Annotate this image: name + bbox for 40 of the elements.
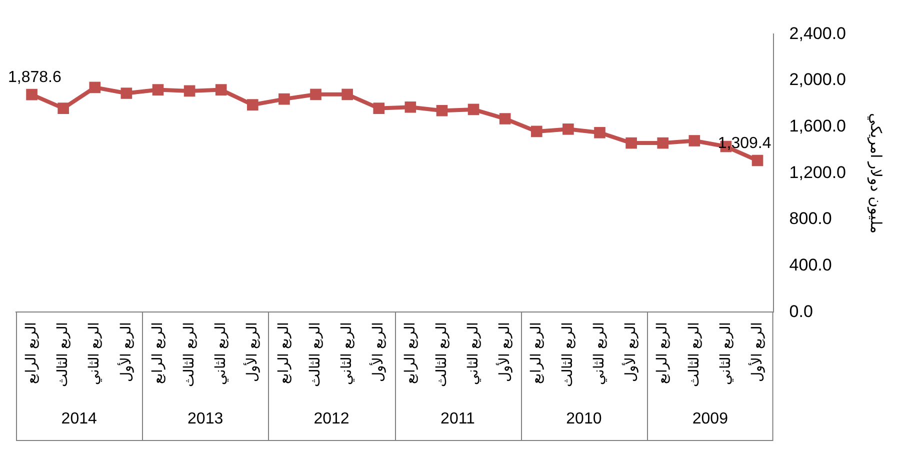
y-tick-label: 0.0: [789, 302, 813, 321]
x-tick-label: الربع الثالث: [685, 322, 702, 387]
text: 2012: [314, 410, 350, 428]
x-tick-label: الربع الثالث: [432, 322, 450, 387]
x-tick-label: الربع الأول: [747, 322, 766, 382]
x-tick-label: الربع الثالث: [54, 322, 72, 387]
x-tick-label: الربع الأول: [621, 322, 640, 382]
x-tick-label: الربع الرابع: [22, 322, 40, 384]
data-label: 1,309.4: [718, 134, 772, 152]
x-tick-label: الربع الرابع: [275, 322, 292, 384]
x-tick-label: الربع الأول: [494, 322, 513, 382]
y-axis-title: مليون دولار امريكي: [866, 112, 884, 234]
y-tick-label: 800.0: [789, 209, 832, 228]
y-tick-label: 2,400.0: [789, 24, 846, 43]
text: 2010: [566, 410, 602, 428]
x-tick-label: الربع الأول: [368, 322, 387, 382]
text: 2011: [440, 410, 476, 428]
x-tick-label: الربع الثالث: [559, 322, 576, 387]
data-label: 1,878.6: [8, 68, 62, 86]
x-tick-label: الربع الثاني: [86, 322, 103, 385]
x-tick-label: الربع الثالث: [180, 322, 198, 387]
x-tick-label: الربع الرابع: [527, 322, 544, 384]
y-tick-label: 1,200.0: [789, 162, 846, 182]
x-tick-label: الربع الأول: [242, 322, 261, 382]
y-tick-label: 2,000.0: [789, 70, 846, 90]
x-tick-label: الربع الثاني: [212, 322, 229, 385]
x-tick-label: الربع الثاني: [590, 322, 608, 385]
text: 2014: [61, 410, 98, 428]
y-tick-label: 1,600.0: [789, 116, 846, 136]
x-tick-label: الربع الرابع: [401, 322, 418, 384]
x-tick-label: الربع الأول: [116, 322, 134, 382]
text: 2013: [188, 410, 224, 428]
x-tick-label: الربع الرابع: [148, 322, 166, 384]
x-tick-label: الربع الرابع: [654, 322, 671, 384]
x-tick-label: الربع الثاني: [464, 322, 482, 385]
x-tick-label: الربع الثالث: [306, 322, 324, 387]
x-tick-label: الربع الثاني: [338, 322, 356, 385]
y-tick-label: 400.0: [789, 255, 832, 274]
text: 2009: [692, 410, 728, 428]
x-tick-label: الربع الثاني: [716, 322, 734, 385]
